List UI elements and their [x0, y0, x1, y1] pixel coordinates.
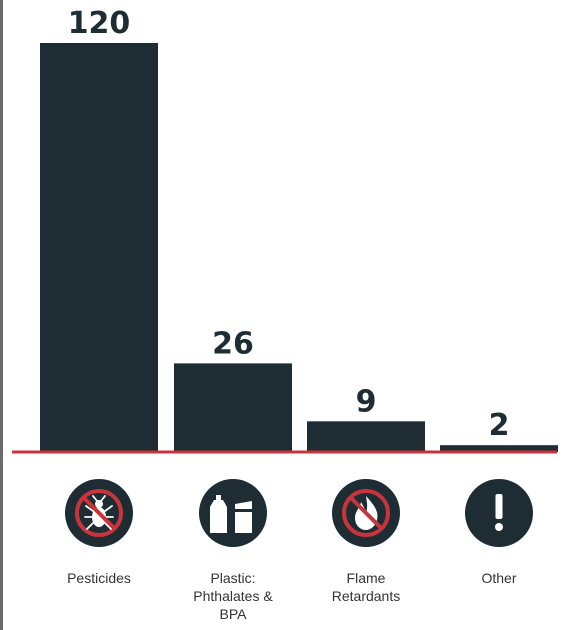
exclamation-icon	[465, 479, 533, 547]
bar-0	[40, 43, 158, 452]
value-label-2: 9	[356, 384, 377, 419]
category-label-line: Pesticides	[67, 570, 131, 586]
baseline	[12, 450, 557, 454]
category-label-line: Phthalates &	[193, 588, 273, 604]
left-border	[0, 0, 3, 630]
category-label-line: Other	[481, 570, 516, 586]
category-label-3: Other	[481, 570, 516, 586]
category-label-0: Pesticides	[67, 570, 131, 586]
bar-2	[307, 421, 425, 452]
category-label-line: Plastic:	[210, 570, 255, 586]
value-label-3: 2	[489, 408, 510, 443]
category-label-2: Flame Retardants	[332, 570, 400, 604]
value-label-1: 26	[212, 326, 254, 361]
category-label-1: Plastic: Phthalates & BPA	[193, 570, 273, 622]
category-label-line: Retardants	[332, 588, 400, 604]
no-bug-icon	[65, 479, 133, 547]
category-label-line: Flame	[347, 570, 386, 586]
category-label-line: BPA	[220, 606, 248, 622]
value-label-0: 120	[68, 6, 131, 41]
no-flame-icon	[332, 479, 400, 547]
plastic-bottle-can-icon	[199, 479, 267, 547]
bar-3	[440, 445, 558, 452]
bar-1	[174, 363, 292, 452]
